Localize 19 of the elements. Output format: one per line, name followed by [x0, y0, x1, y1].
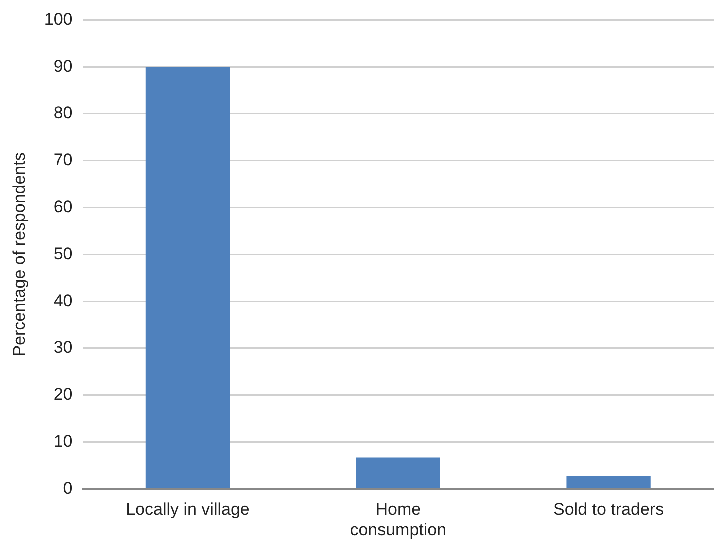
category-label: consumption	[350, 520, 447, 540]
y-axis-title: Percentage of respondents	[10, 152, 29, 357]
y-tick-label: 50	[54, 244, 73, 264]
category-label: Home	[376, 500, 422, 520]
y-tick-label: 30	[54, 338, 73, 358]
y-tick-label: 100	[44, 10, 73, 29]
category-label: Locally in village	[126, 500, 250, 520]
y-tick-label: 10	[54, 432, 73, 451]
y-tick-label: 40	[54, 291, 73, 310]
y-tick-label: 60	[54, 197, 73, 216]
bar	[146, 67, 230, 488]
y-tick-label: 90	[54, 56, 73, 76]
y-tick-label: 70	[54, 150, 73, 170]
y-tick-label: 0	[63, 478, 73, 498]
y-tick-label: 80	[54, 104, 73, 123]
category-label: Sold to traders	[554, 500, 664, 520]
y-tick-label: 20	[54, 385, 73, 404]
bar	[356, 458, 440, 488]
bar	[566, 476, 651, 488]
